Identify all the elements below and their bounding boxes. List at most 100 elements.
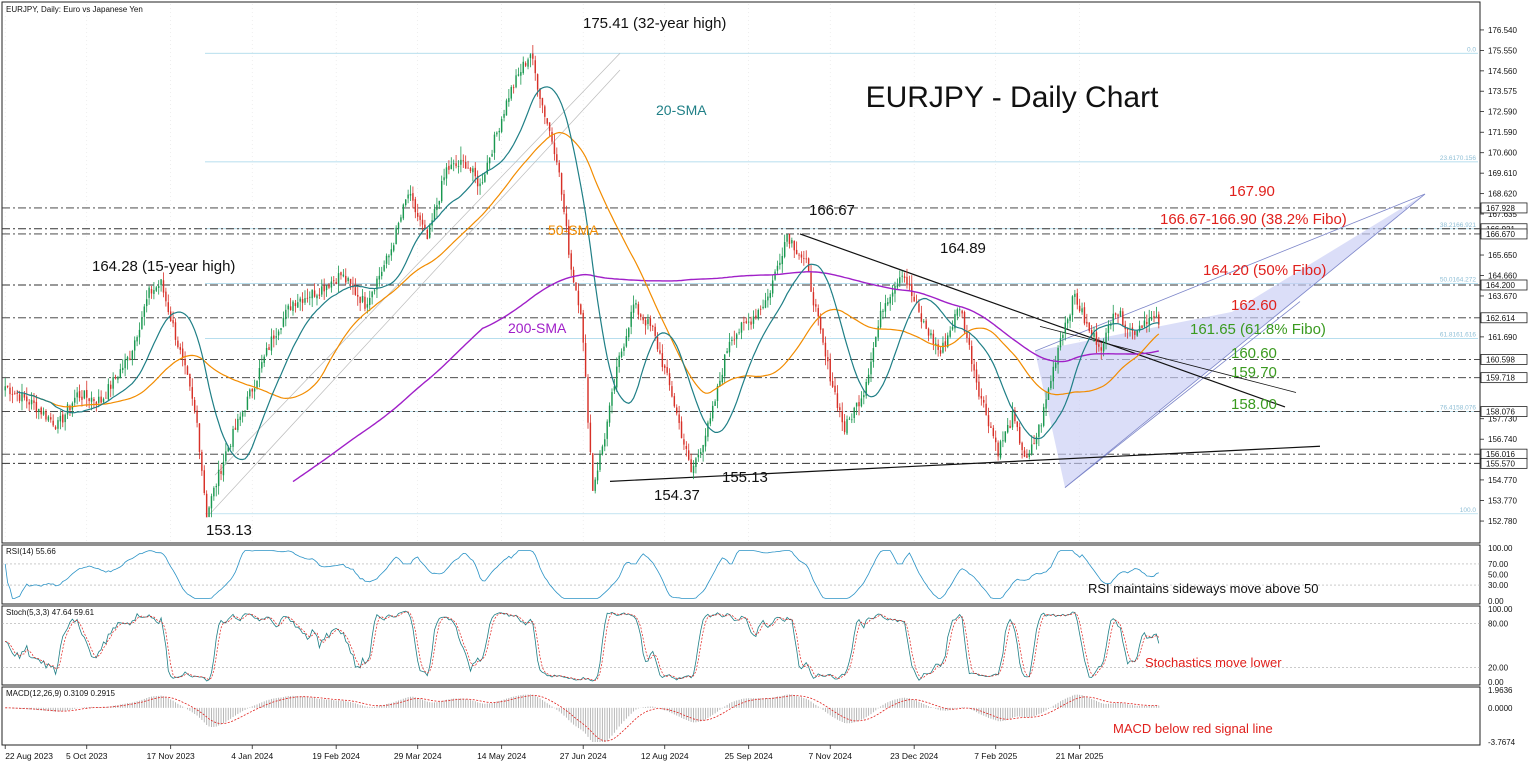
candle-body bbox=[316, 295, 318, 299]
candle-body bbox=[1105, 332, 1107, 344]
candle-body bbox=[774, 271, 776, 280]
candle-body bbox=[747, 321, 750, 323]
candle-body bbox=[697, 454, 700, 458]
candle-body bbox=[445, 167, 448, 179]
candle-body bbox=[692, 465, 695, 474]
candle-body bbox=[666, 367, 668, 373]
candle-body bbox=[23, 393, 26, 398]
candle-body bbox=[534, 60, 536, 74]
candle-body bbox=[997, 442, 999, 457]
x-tick-label: 19 Feb 2024 bbox=[312, 751, 360, 761]
rally-channel-upper bbox=[214, 53, 621, 476]
candle-body bbox=[1035, 436, 1038, 445]
y-tick-label: 164.660 bbox=[1488, 271, 1517, 280]
candle-body bbox=[289, 306, 292, 311]
candle-body bbox=[383, 265, 385, 271]
candle-body bbox=[563, 193, 565, 212]
x-tick-label: 5 Oct 2023 bbox=[66, 751, 108, 761]
main-pane[interactable] bbox=[1, 1, 1481, 544]
fibo-label: 0.0 bbox=[1467, 46, 1476, 53]
candle-body bbox=[433, 209, 436, 221]
candle-body bbox=[985, 403, 987, 416]
fibo-label: 50.0164.272 bbox=[1440, 277, 1477, 284]
candle-body bbox=[304, 298, 306, 303]
channel-side-line bbox=[1034, 193, 1426, 352]
candle-body bbox=[707, 422, 709, 437]
candle-body bbox=[38, 409, 40, 412]
y-tick-label: 168.620 bbox=[1488, 190, 1517, 199]
candle-body bbox=[704, 435, 707, 447]
candle-body bbox=[69, 405, 71, 411]
macd-pane[interactable] bbox=[1, 686, 1481, 746]
candle-body bbox=[297, 302, 299, 308]
candle-body bbox=[795, 249, 798, 255]
price-box-label: 167.928 bbox=[1486, 204, 1515, 213]
candle-body bbox=[546, 118, 548, 124]
candle-body bbox=[237, 418, 239, 431]
candle-body bbox=[78, 391, 81, 398]
sma200-line bbox=[292, 270, 1159, 483]
price-box-label: 162.614 bbox=[1486, 314, 1515, 323]
rsi-legend: RSI(14) 55.66 bbox=[6, 547, 56, 556]
candle-body bbox=[318, 294, 321, 296]
candle-body bbox=[803, 258, 805, 259]
stoch-pane[interactable] bbox=[1, 605, 1481, 686]
candle-body bbox=[980, 395, 983, 399]
annot-low-153: 153.13 bbox=[206, 522, 252, 539]
candle-body bbox=[395, 227, 397, 245]
y-tick-label: 156.740 bbox=[1488, 435, 1517, 444]
candle-body bbox=[1083, 307, 1086, 324]
level-label-167: 167.90 bbox=[1229, 183, 1275, 200]
candle-body bbox=[258, 368, 261, 380]
candle-body bbox=[1088, 322, 1090, 331]
price-box bbox=[1480, 372, 1528, 384]
candle-body bbox=[340, 272, 342, 276]
candle-body bbox=[1064, 322, 1066, 334]
candle-body bbox=[879, 310, 882, 328]
candle-body bbox=[628, 328, 630, 338]
candle-body bbox=[54, 426, 57, 430]
y-tick-label: 161.690 bbox=[1488, 333, 1517, 342]
candle-body bbox=[349, 278, 352, 284]
candle-body bbox=[342, 274, 345, 277]
y-tick-label: 152.780 bbox=[1488, 517, 1517, 526]
y-tick-label: 172.590 bbox=[1488, 108, 1517, 117]
candle-body bbox=[1030, 444, 1033, 455]
candle-body bbox=[947, 335, 949, 348]
candle-body bbox=[505, 100, 508, 116]
candle-body bbox=[548, 122, 551, 131]
candle-body bbox=[1076, 293, 1078, 305]
stoch-signal-line bbox=[5, 611, 1160, 681]
candle-body bbox=[345, 275, 347, 283]
level-label-160: 160.60 bbox=[1231, 345, 1277, 362]
candle-body bbox=[723, 354, 726, 377]
rsi-pane[interactable] bbox=[1, 544, 1481, 605]
y-tick-label: 157.730 bbox=[1488, 415, 1517, 424]
candle-body bbox=[781, 256, 783, 265]
price-box-label: 166.670 bbox=[1486, 230, 1515, 239]
candle-body bbox=[951, 326, 954, 330]
candle-body bbox=[973, 364, 975, 371]
x-tick-label: 21 Mar 2025 bbox=[1056, 751, 1104, 761]
candle-body bbox=[481, 182, 484, 184]
candle-body bbox=[280, 328, 282, 331]
candle-body bbox=[512, 87, 515, 89]
candle-body bbox=[664, 365, 666, 368]
candle-body bbox=[1155, 315, 1158, 317]
candle-body bbox=[76, 392, 78, 398]
candle-body bbox=[138, 329, 141, 338]
candle-body bbox=[911, 284, 913, 296]
candle-body bbox=[126, 357, 129, 361]
candle-body bbox=[124, 359, 126, 369]
macd-legend: MACD(12,26,9) 0.3109 0.2915 bbox=[6, 689, 116, 698]
candle-body bbox=[359, 296, 361, 304]
candle-body bbox=[975, 369, 978, 383]
candle-body bbox=[702, 445, 704, 453]
level-label-159: 159.70 bbox=[1231, 364, 1277, 381]
candle-body bbox=[397, 223, 400, 229]
x-tick-label: 27 Jun 2024 bbox=[560, 751, 607, 761]
rsi-tick-label: 50.00 bbox=[1488, 571, 1509, 580]
candle-body bbox=[1050, 380, 1052, 389]
candle-body bbox=[1086, 321, 1088, 324]
y-tick-label: 175.550 bbox=[1488, 46, 1517, 55]
